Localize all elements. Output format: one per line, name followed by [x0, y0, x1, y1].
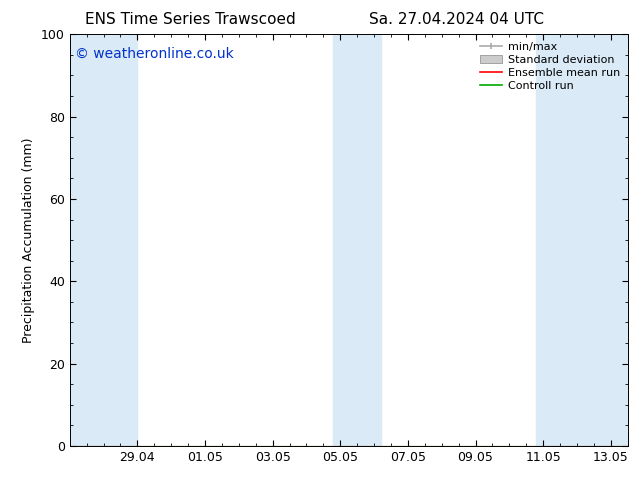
Legend: min/max, Standard deviation, Ensemble mean run, Controll run: min/max, Standard deviation, Ensemble me… — [477, 40, 622, 93]
Text: © weatheronline.co.uk: © weatheronline.co.uk — [75, 47, 234, 61]
Bar — [536, 34, 628, 446]
Text: Sa. 27.04.2024 04 UTC: Sa. 27.04.2024 04 UTC — [369, 12, 544, 27]
Bar — [333, 34, 381, 446]
Y-axis label: Precipitation Accumulation (mm): Precipitation Accumulation (mm) — [22, 137, 36, 343]
Text: ENS Time Series Trawscoed: ENS Time Series Trawscoed — [85, 12, 295, 27]
Bar — [70, 34, 138, 446]
